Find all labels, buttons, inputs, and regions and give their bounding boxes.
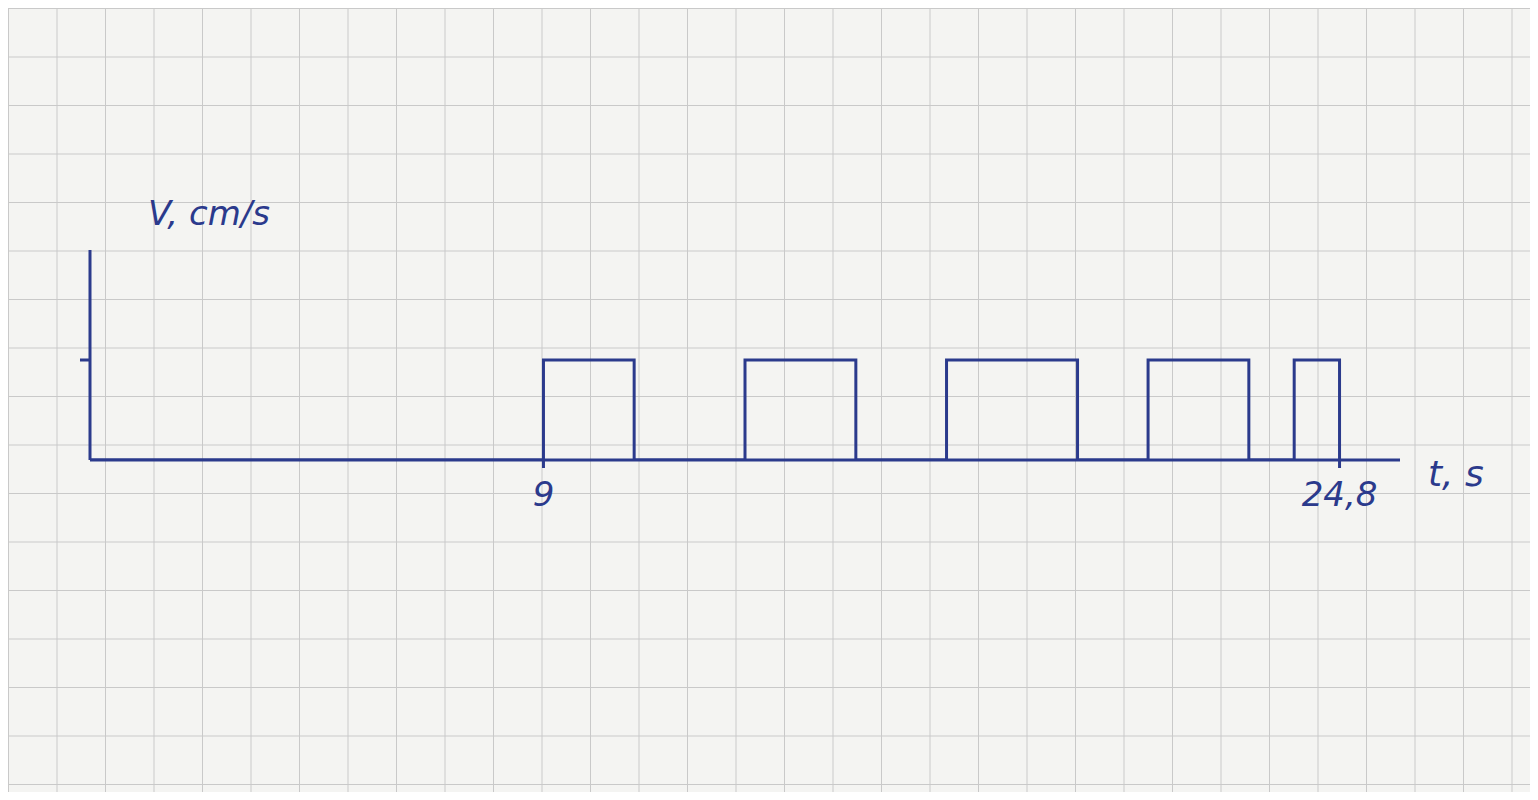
html-text:V, cm/s: V, cm/s bbox=[148, 193, 270, 233]
svg-text:24,8: 24,8 bbox=[1302, 474, 1378, 514]
svg-text:9: 9 bbox=[533, 474, 555, 514]
html-text:t, s: t, s bbox=[1428, 453, 1484, 494]
